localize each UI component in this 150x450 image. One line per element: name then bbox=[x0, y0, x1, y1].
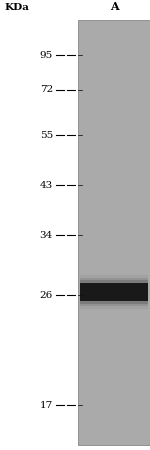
Text: 72: 72 bbox=[40, 86, 53, 94]
Text: 95: 95 bbox=[40, 50, 53, 59]
Text: A: A bbox=[110, 1, 118, 12]
Text: 26: 26 bbox=[40, 291, 53, 300]
Text: 55: 55 bbox=[40, 130, 53, 140]
Text: KDa: KDa bbox=[4, 3, 29, 12]
Text: 34: 34 bbox=[40, 230, 53, 239]
Text: 17: 17 bbox=[40, 400, 53, 410]
Bar bbox=[78, 20, 150, 445]
Bar bbox=[80, 280, 148, 304]
Bar bbox=[80, 275, 148, 309]
Text: 43: 43 bbox=[40, 180, 53, 189]
Bar bbox=[80, 278, 148, 306]
Bar bbox=[80, 283, 148, 301]
